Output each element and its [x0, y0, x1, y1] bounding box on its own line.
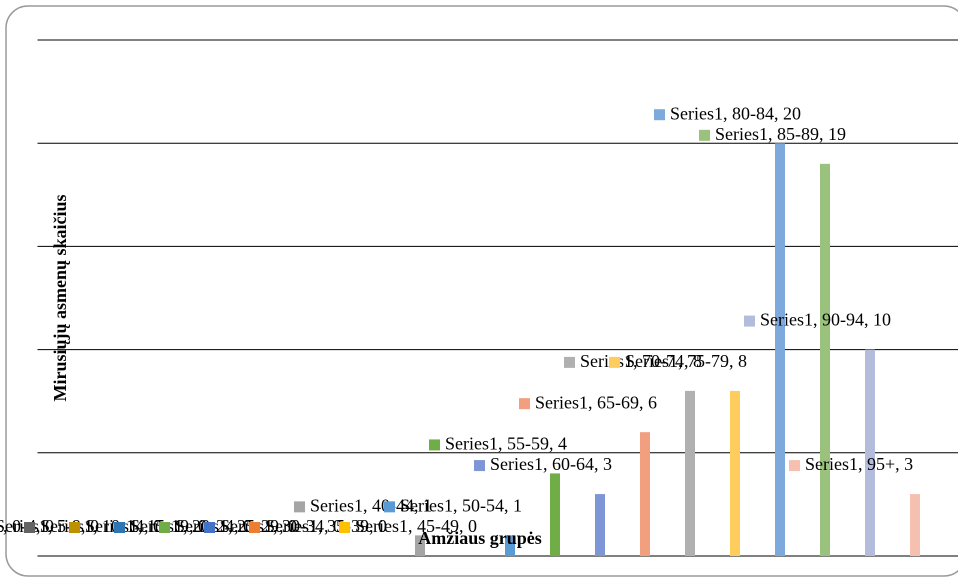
y-axis-title: Mirusiųjų asmenų skaičius	[50, 194, 70, 401]
bar	[685, 390, 695, 556]
bar	[415, 535, 425, 556]
label-key	[519, 398, 530, 410]
label-key	[114, 522, 125, 533]
bar	[910, 494, 920, 556]
data-label: Series1, 80-84, 20	[670, 103, 801, 123]
label-key	[159, 522, 170, 533]
label-key	[249, 522, 260, 533]
frame	[5, 5, 958, 577]
data-label: Series1, 45-49, 0	[355, 516, 477, 536]
label-key	[609, 356, 620, 368]
bar	[505, 535, 515, 556]
data-label: Series1, 75-79, 8	[625, 351, 747, 371]
data-label: Series1, 35-39, 0	[265, 516, 387, 536]
label-key	[69, 522, 80, 533]
data-label: Series1, 65-69, 6	[535, 392, 657, 412]
bar	[640, 432, 650, 556]
bar	[730, 390, 740, 556]
label-key	[294, 501, 305, 513]
label-key	[429, 439, 440, 451]
bar	[775, 143, 785, 556]
data-label: Series1, 85-89, 19	[715, 124, 846, 144]
label-key	[24, 522, 35, 533]
data-label: Series1, 55-59, 4	[445, 434, 567, 454]
label-key	[744, 315, 755, 327]
label-key	[654, 109, 665, 121]
data-label: Series1, 60-64, 3	[490, 454, 612, 474]
label-key	[204, 522, 215, 533]
data-label: Series1, 40-44, 1	[310, 495, 432, 515]
bar	[595, 494, 605, 556]
data-label: Series1, 50-54, 1	[400, 495, 522, 515]
grid	[37, 39, 958, 557]
bar	[820, 163, 830, 556]
label-key	[789, 460, 800, 472]
bar	[865, 349, 875, 556]
label-key	[339, 522, 350, 533]
x-axis-title: Amžiaus grupės	[418, 528, 542, 548]
data-label: Series1, 95+, 3	[805, 454, 913, 474]
label-key	[474, 460, 485, 472]
bar	[550, 473, 560, 556]
label-key	[564, 356, 575, 368]
label-key	[384, 501, 395, 513]
label-key	[699, 129, 710, 141]
data-label: Series1, 90-94, 10	[760, 310, 891, 330]
bars	[415, 143, 920, 556]
